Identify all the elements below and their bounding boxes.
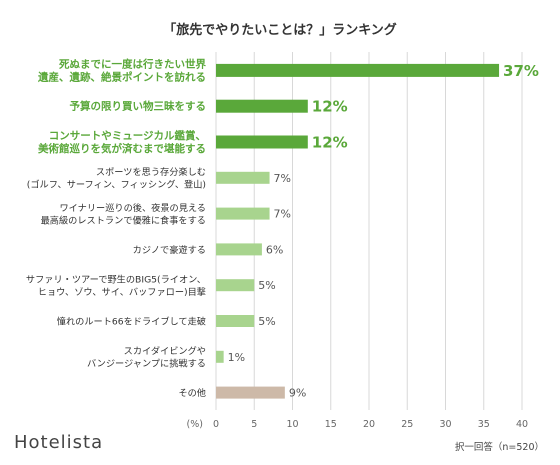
- x-tick-label: 35: [478, 419, 490, 430]
- x-axis-unit: (%): [187, 419, 203, 430]
- category-label: カジノで豪遊する: [133, 244, 206, 256]
- category-label: その他: [178, 387, 206, 399]
- bar-value-label: 1%: [228, 351, 245, 364]
- category-label: スポーツを思う存分楽しむ: [96, 166, 206, 178]
- x-tick-label: 25: [401, 419, 413, 430]
- category-label: 最高級のレストランで優雅に食事をする: [41, 214, 206, 226]
- category-label: バンジージャンプに挑戦する: [87, 358, 206, 370]
- category-label: サファリ・ツアーで野生のBIG5(ライオン、: [26, 273, 206, 285]
- category-label: 憧れのルート66をドライブして走破: [57, 316, 206, 328]
- bar-value-label: 6%: [266, 243, 283, 256]
- bar: [216, 350, 224, 363]
- x-tick-label: 0: [213, 419, 219, 430]
- x-tick-label: 5: [251, 419, 257, 430]
- category-labels: 死ぬまでに一度は行きたい世界遺産、遺跡、絶景ポイントを訪れる予算の限り買い物三昧…: [26, 57, 207, 399]
- category-label: 死ぬまでに一度は行きたい世界: [58, 57, 206, 70]
- category-label: 美術館巡りを気が済むまで堪能する: [38, 142, 206, 155]
- sample-note: 択一回答（n=520）: [454, 442, 544, 453]
- bar: [216, 135, 308, 149]
- x-axis-ticks: 0 5 10 15 20 25 30 35 40: [213, 419, 528, 430]
- category-label: ヒョウ、ゾウ、サイ、バッファロー)目撃: [38, 286, 206, 298]
- bar: [216, 315, 255, 327]
- x-tick-label: 30: [439, 419, 451, 430]
- x-tick-label: 20: [363, 419, 375, 430]
- x-tick-label: 10: [286, 419, 298, 430]
- bar: [216, 243, 262, 256]
- bar-value-label: 12%: [312, 98, 348, 116]
- bar: [216, 386, 285, 399]
- bar-value-label: 5%: [258, 315, 275, 328]
- hotelista-logo: Hotelista: [14, 432, 104, 453]
- category-label: (ゴルフ、サーフィン、フィッシング、登山): [27, 179, 206, 191]
- x-tick-label: 15: [325, 419, 337, 430]
- bar-value-label: 7%: [274, 172, 291, 185]
- category-label: ワイナリー巡りの後、夜景の見える: [59, 202, 206, 214]
- category-label: 遺産、遺跡、絶景ポイントを訪れる: [37, 70, 206, 83]
- bar-value-label: 9%: [289, 387, 306, 400]
- bar: [216, 99, 308, 113]
- bar: [216, 207, 270, 220]
- bar: [216, 63, 500, 77]
- category-label: コンサートやミュージカル鑑賞、: [49, 129, 206, 142]
- bars: 37% 12% 12% 7% 7% 6% 5% 5% 1% 9%: [216, 62, 539, 400]
- x-tick-label: 40: [516, 419, 528, 430]
- bar-value-label: 12%: [312, 134, 348, 152]
- bar-value-label: 37%: [503, 62, 539, 80]
- bar-value-label: 5%: [258, 279, 275, 292]
- bar: [216, 279, 255, 292]
- chart-title: 「旅先でやりたいことは？」ランキング: [163, 22, 397, 38]
- bar: [216, 171, 270, 184]
- category-label: 予算の限り買い物三昧をする: [70, 100, 207, 113]
- bar-value-label: 7%: [274, 208, 291, 221]
- category-label: スカイダイビングや: [124, 345, 206, 357]
